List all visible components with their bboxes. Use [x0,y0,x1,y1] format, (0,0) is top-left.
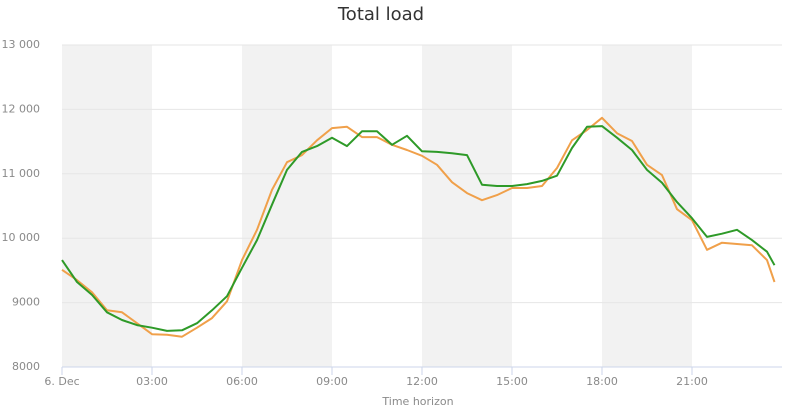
series-line [61,125,776,332]
y-tick-label: 11 000 [2,167,41,180]
x-tick-label: 06:00 [226,375,258,388]
plot-band [422,45,512,367]
x-tick-label: 03:00 [136,375,168,388]
chart-title: Total load [337,4,424,25]
x-tick-label: 15:00 [496,375,528,388]
series-line [61,116,776,338]
y-tick-label: 13 000 [2,38,41,51]
x-tick-label: 21:00 [676,375,708,388]
x-tick-label: 12:00 [406,375,438,388]
plot-band [62,45,152,367]
plot-band [602,45,692,367]
y-tick-label: 8000 [12,360,40,373]
x-axis-title: Time horizon [381,395,453,408]
x-tick-label: 6. Dec [44,375,79,388]
y-tick-label: 12 000 [2,102,41,115]
plot-band [242,45,332,367]
y-tick-label: 9000 [12,296,40,309]
x-tick-label: 18:00 [586,375,618,388]
x-tick-label: 09:00 [316,375,348,388]
y-tick-label: 10 000 [2,231,41,244]
